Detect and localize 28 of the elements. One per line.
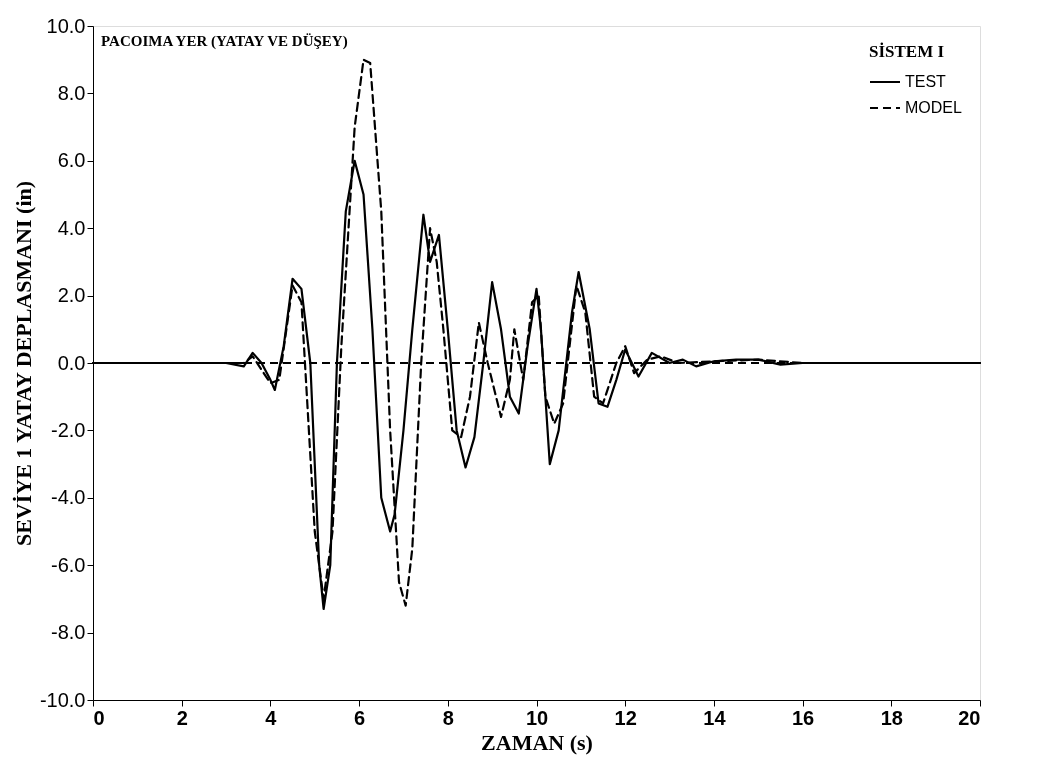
legend-label: TEST [905, 73, 947, 90]
y-tick-label: -4.0 [51, 486, 86, 509]
x-axis-title: ZAMAN (s) [481, 729, 593, 755]
x-tick-label: 8 [442, 706, 454, 729]
x-tick-label: 2 [176, 706, 188, 729]
y-tick-label: 2.0 [57, 284, 86, 307]
x-tick-label: 16 [791, 706, 815, 729]
x-tick-label: 12 [614, 706, 637, 729]
x-tick-label: 20 [958, 706, 981, 729]
y-tick-label: 10.0 [46, 14, 86, 37]
x-tick-label: 4 [265, 706, 278, 729]
y-tick-label: 6.0 [57, 149, 86, 172]
y-tick-label: -8.0 [51, 621, 86, 644]
legend-label: MODEL [905, 99, 962, 116]
annotation: PACOIMA YER (YATAY VE DÜŞEY) [101, 33, 348, 50]
y-tick-label: -10.0 [39, 688, 86, 711]
y-tick-label: -6.0 [51, 553, 86, 576]
y-tick-label: 4.0 [57, 216, 86, 239]
x-tick-label: 18 [880, 706, 903, 729]
y-tick-label: 0.0 [57, 351, 86, 374]
y-axis-title: SEVİYE 1 YATAY DEPLASMANI (in) [10, 180, 36, 547]
legend-title: SİSTEM I [869, 42, 945, 61]
x-tick-label: 0 [93, 706, 105, 729]
x-tick-label: 10 [525, 706, 549, 729]
x-tick-label: 14 [703, 706, 727, 729]
y-tick-label: -2.0 [51, 418, 86, 441]
y-tick-label: 8.0 [57, 81, 86, 104]
x-tick-label: 6 [354, 706, 366, 729]
